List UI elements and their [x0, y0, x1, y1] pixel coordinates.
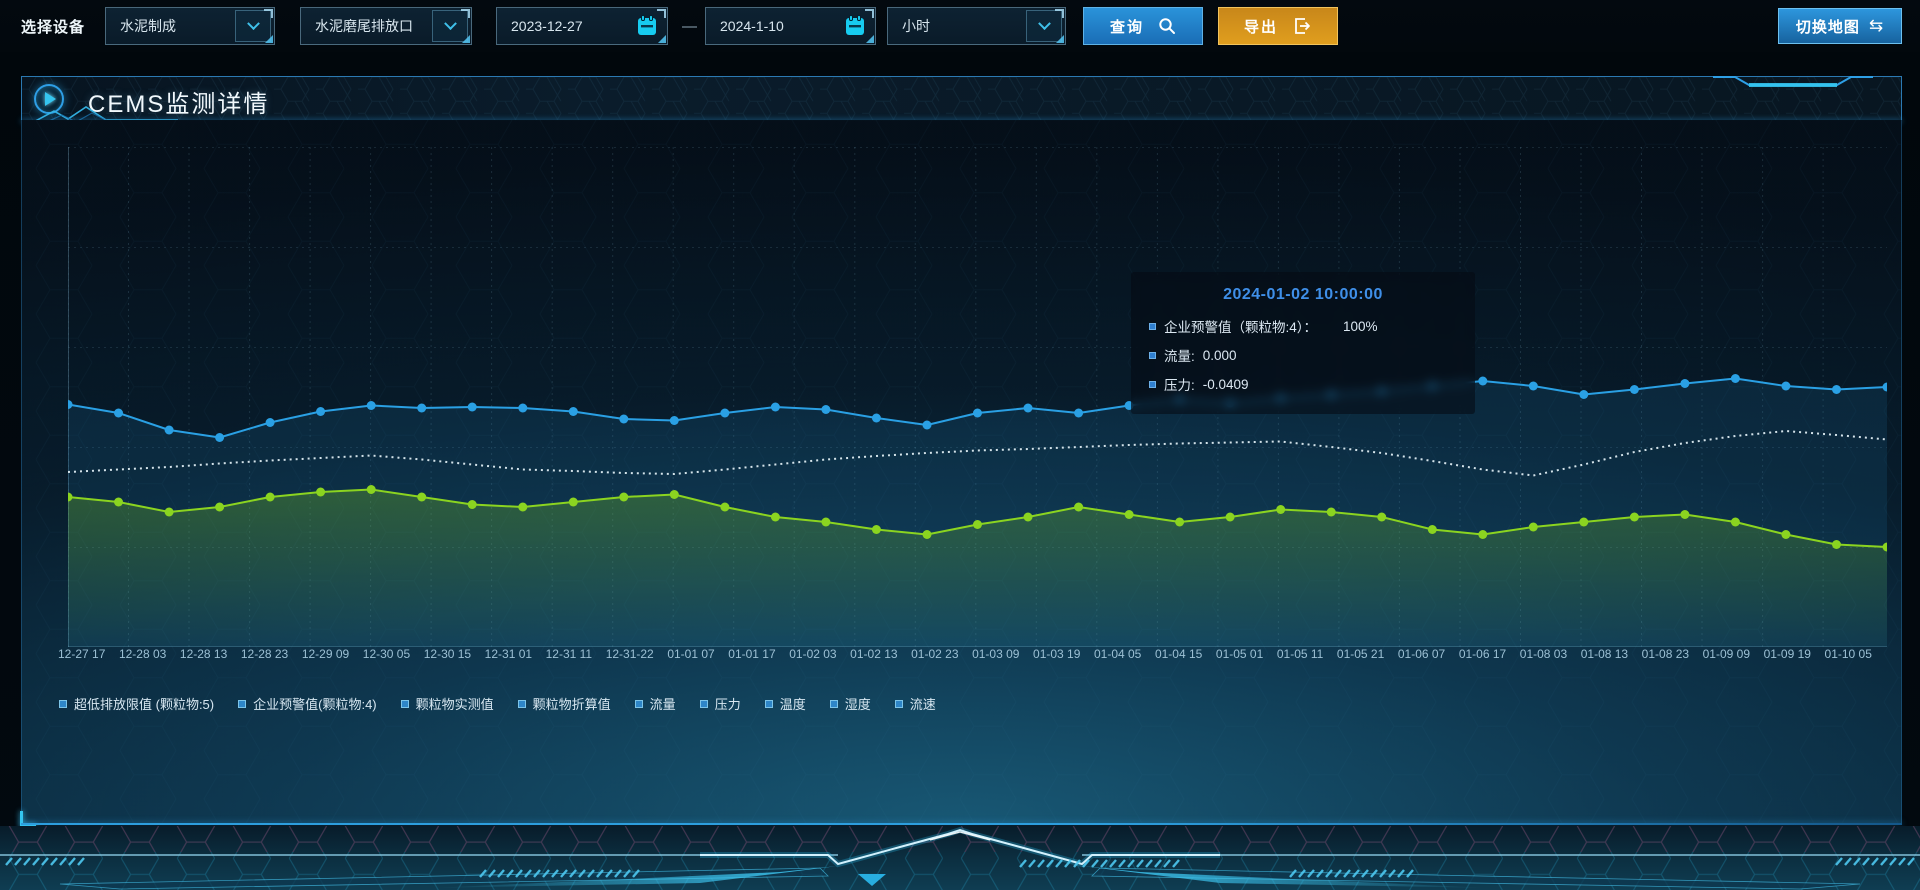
- corner-bracket-decoration: [20, 811, 36, 827]
- export-button[interactable]: 导出: [1218, 7, 1339, 45]
- play-icon[interactable]: [34, 84, 64, 114]
- x-tick-label: 12-28 03: [118, 647, 167, 661]
- legend-marker-icon: [400, 699, 409, 708]
- x-tick-label: 12-30 15: [423, 647, 472, 661]
- series-marker-icon: [1149, 380, 1156, 388]
- x-tick-label: 01-10 05: [1824, 647, 1872, 661]
- series-marker-icon: [1149, 322, 1156, 330]
- x-tick-label: 12-27 17: [58, 647, 106, 661]
- legend-item[interactable]: 颗粒物折算值: [517, 694, 611, 713]
- x-tick-label: 01-09 09: [1702, 647, 1750, 661]
- calendar-icon[interactable]: [635, 14, 659, 38]
- x-tick-label: 12-29 09: [301, 647, 350, 661]
- x-tick-label: 12-31-22: [605, 647, 654, 661]
- notch-decoration: [1713, 76, 1873, 87]
- chevron-down-icon[interactable]: [1026, 10, 1063, 42]
- x-tick-label: 12-31 11: [545, 647, 593, 661]
- legend-item[interactable]: 颗粒物实测值: [400, 694, 494, 713]
- tooltip-row: 流量: 0.000: [1149, 345, 1457, 365]
- outlet-select-value: 水泥磨尾排放口: [315, 18, 414, 34]
- start-date-picker[interactable]: 2023-12-27: [496, 7, 669, 45]
- line-chart[interactable]: [68, 147, 1887, 647]
- legend-marker-icon: [59, 699, 67, 708]
- legend-item[interactable]: 超低排放限值 (颗粒物:5): [59, 694, 214, 713]
- export-icon: [1292, 16, 1312, 36]
- chart-panel: 12-27 17 12-28 03 12-28 13 12-28 23 12-29 09…: [20, 120, 1902, 827]
- search-icon: [1158, 17, 1176, 35]
- x-tick-label: 01-05 21: [1336, 647, 1385, 661]
- legend-marker-icon: [634, 699, 643, 708]
- x-tick-label: 12-31 01: [484, 647, 533, 661]
- swap-arrows-icon: ⇆: [1868, 16, 1885, 35]
- legend-marker-icon: [894, 699, 903, 708]
- x-tick-label: 01-05 01: [1215, 647, 1264, 661]
- tooltip-row: 压力: -0.0409: [1149, 374, 1457, 394]
- x-tick-label: 01-02 13: [850, 647, 898, 661]
- panel-bottom-accent-line: [21, 823, 1902, 825]
- device-select-value: 水泥制成: [120, 18, 177, 34]
- query-button[interactable]: 查询: [1083, 7, 1204, 45]
- device-select[interactable]: 水泥制成: [105, 7, 276, 45]
- interval-select[interactable]: 小时: [887, 7, 1067, 45]
- tooltip-timestamp: 2024-01-02 10:00:00: [1223, 286, 1383, 303]
- tooltip-row: 企业预警值（颗粒物:4）： 100%: [1149, 316, 1457, 336]
- x-tick-label: 01-02 03: [789, 647, 837, 661]
- x-tick-label: 01-01 17: [728, 647, 776, 661]
- footer-decoration: [0, 826, 1920, 890]
- x-tick-label: 01-05 11: [1276, 647, 1324, 661]
- x-tick-label: 01-09 19: [1763, 647, 1811, 661]
- chart-legend: 超低排放限值 (颗粒物:5) 企业预警值(颗粒物:4) 颗粒物实测值 颗粒物折算值 流量…: [59, 694, 936, 713]
- x-tick-label: 01-01 07: [667, 647, 715, 661]
- switch-map-button[interactable]: 切换地图 ⇆: [1778, 8, 1902, 44]
- chevron-down-icon[interactable]: [432, 10, 469, 42]
- x-tick-label: 01-03 09: [972, 647, 1020, 661]
- chevron-down-icon[interactable]: [235, 10, 272, 42]
- legend-marker-icon: [699, 699, 708, 708]
- hexagon-pattern: [22, 77, 1901, 120]
- legend-item[interactable]: 流量: [634, 694, 676, 713]
- x-axis-labels: 12-27 17 12-28 03 12-28 13 12-28 23 12-29 09…: [58, 647, 1872, 661]
- legend-marker-icon: [517, 699, 526, 708]
- x-tick-label: 01-02 23: [911, 647, 959, 661]
- page-title: CEMS监测详情: [88, 91, 270, 118]
- x-tick-label: 12-30 05: [362, 647, 411, 661]
- outlet-select[interactable]: 水泥磨尾排放口: [300, 7, 473, 45]
- date-range-separator: —: [682, 17, 698, 35]
- x-tick-label: 01-08 13: [1580, 647, 1629, 661]
- legend-marker-icon: [829, 699, 838, 708]
- interval-select-value: 小时: [902, 18, 931, 34]
- x-tick-label: 01-08 23: [1641, 647, 1690, 661]
- panel-header: CEMS监测详情: [21, 76, 1902, 127]
- legend-item[interactable]: 湿度: [829, 694, 871, 713]
- series-marker-icon: [1149, 351, 1156, 359]
- legend-marker-icon: [764, 699, 773, 708]
- x-tick-label: 12-28 13: [179, 647, 228, 661]
- x-tick-label: 12-28 23: [240, 647, 289, 661]
- top-toolbar: 选择设备 水泥制成 水泥磨尾排放口 2023-12-27 — 2024-1-10: [0, 0, 1920, 52]
- calendar-icon[interactable]: [843, 14, 867, 38]
- start-date-value: 2023-12-27: [511, 18, 583, 34]
- x-tick-label: 01-08 03: [1519, 647, 1568, 661]
- x-tick-label: 01-03 19: [1033, 647, 1081, 661]
- legend-item[interactable]: 企业预警值(颗粒物:4): [238, 694, 377, 713]
- device-label: 选择设备: [21, 18, 86, 36]
- x-tick-label: 01-04 15: [1154, 647, 1203, 661]
- end-date-value: 2024-1-10: [720, 18, 784, 34]
- x-tick-label: 01-06 17: [1458, 647, 1507, 661]
- x-tick-label: 01-06 07: [1397, 647, 1446, 661]
- legend-item[interactable]: 温度: [764, 694, 806, 713]
- legend-item[interactable]: 压力: [699, 694, 741, 713]
- legend-item[interactable]: 流速: [894, 694, 936, 713]
- chart-tooltip: 2024-01-02 10:00:00 企业预警值（颗粒物:4）： 100% 流…: [1131, 272, 1475, 414]
- end-date-picker[interactable]: 2024-1-10: [705, 7, 877, 45]
- legend-marker-icon: [238, 699, 247, 708]
- x-tick-label: 01-04 05: [1093, 647, 1142, 661]
